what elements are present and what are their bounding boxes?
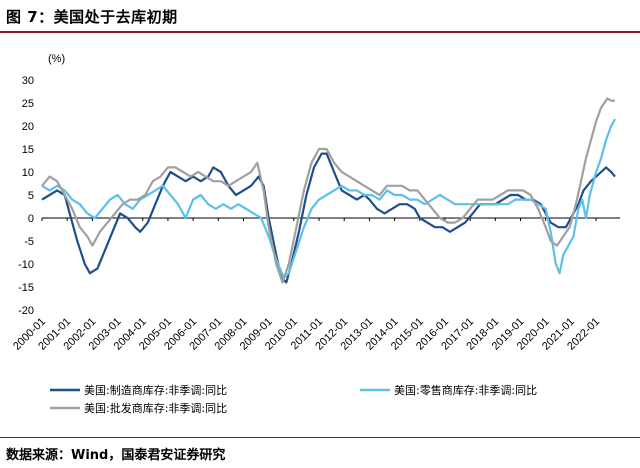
y-tick-label: -10 (18, 259, 34, 271)
source-divider (0, 437, 640, 438)
y-tick-label: 5 (28, 190, 34, 202)
y-tick-label: 20 (22, 121, 34, 133)
legend-label: 美国:制造商库存:非季调:同比 (84, 383, 227, 397)
title-divider (0, 31, 640, 33)
y-tick-label: 0 (28, 213, 34, 225)
y-tick-label: 25 (22, 98, 34, 110)
y-axis: -20 -15 -10 -5 0 5 10 15 20 25 30 (18, 75, 34, 317)
data-source: 数据来源：Wind，国泰君安证券研究 (6, 448, 226, 463)
series-group (41, 97, 616, 284)
y-tick-label: -5 (24, 236, 34, 248)
x-axis: 2000-012001-012002-012003-012004-012005-… (11, 217, 620, 353)
line-chart: (%) -20 -15 -10 -5 0 5 10 15 20 25 30 2000-012001-… (11, 53, 620, 415)
y-tick-label: -15 (18, 282, 34, 294)
legend-label: 美国:零售商库存:非季调:同比 (394, 383, 537, 397)
y-tick-label: 30 (22, 75, 34, 87)
y-tick-label: 15 (22, 144, 34, 156)
figure-title: 图 7：美国处于去库初期 (6, 8, 178, 26)
legend-label: 美国:批发商库存:非季调:同比 (84, 401, 227, 415)
series-line-3 (41, 97, 615, 284)
legend: 美国:制造商库存:非季调:同比 美国:零售商库存:非季调:同比美国:批发商库存:非… (50, 383, 537, 415)
series-line-2 (41, 118, 616, 279)
y-tick-label: 10 (22, 167, 34, 179)
y-axis-unit: (%) (48, 53, 65, 65)
y-tick-label: -20 (18, 305, 34, 317)
